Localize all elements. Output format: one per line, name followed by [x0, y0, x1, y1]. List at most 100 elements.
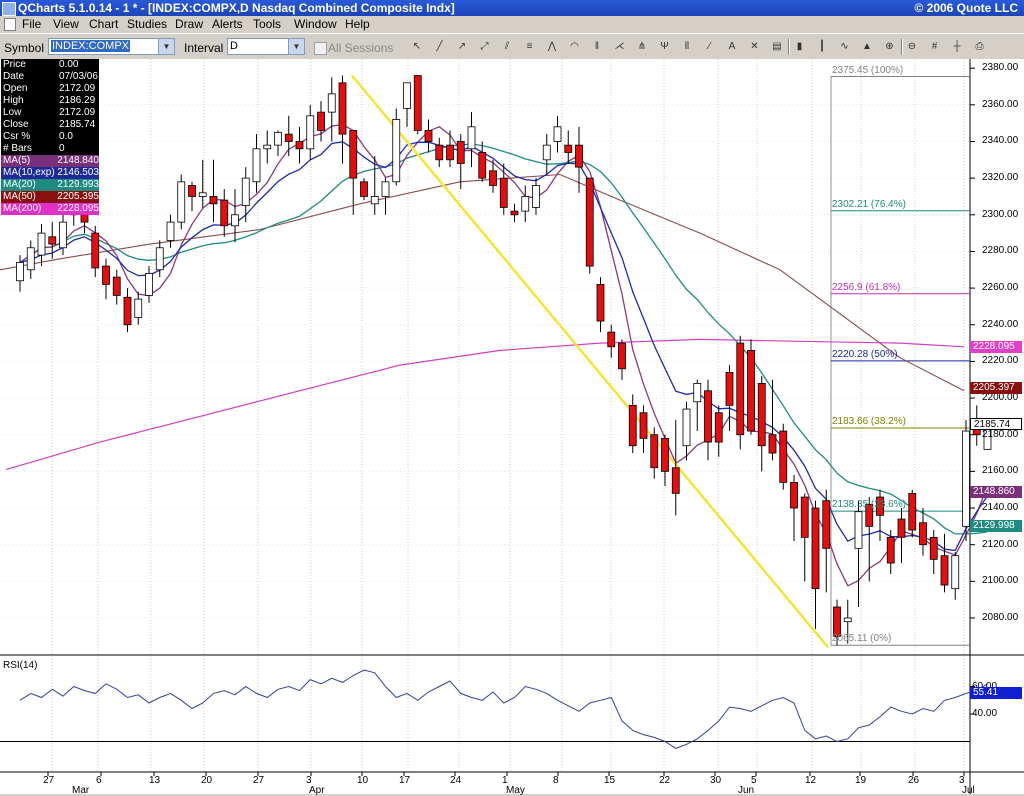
candle-body[interactable]: [671, 467, 680, 494]
fib-fan-icon[interactable]: ⋀: [547, 41, 557, 52]
candle-body[interactable]: [693, 383, 702, 403]
candle-body[interactable]: [747, 350, 755, 432]
candle-body[interactable]: [252, 148, 261, 183]
candle-body[interactable]: [392, 119, 401, 183]
candle-body[interactable]: [59, 221, 67, 249]
zoom-out-icon[interactable]: ⊖: [907, 41, 917, 52]
candle-icon[interactable]: ▮: [796, 41, 803, 52]
candle-body[interactable]: [435, 144, 444, 161]
menu-file[interactable]: File: [22, 17, 42, 31]
candle-body[interactable]: [564, 144, 573, 153]
regression-icon[interactable]: ∕: [708, 41, 711, 52]
candle-body[interactable]: [145, 273, 153, 296]
candle-body[interactable]: [381, 181, 390, 197]
candle-body[interactable]: [876, 496, 884, 516]
candle-body[interactable]: [134, 298, 143, 318]
fib-timezones-icon[interactable]: ‖: [594, 41, 600, 52]
candle-body[interactable]: [661, 437, 669, 472]
print-icon[interactable]: ⎙: [975, 41, 984, 52]
candle-body[interactable]: [413, 75, 422, 131]
candle-body[interactable]: [155, 247, 164, 271]
candle-body[interactable]: [370, 196, 379, 205]
candle-body[interactable]: [403, 82, 411, 109]
candle-body[interactable]: [682, 408, 691, 447]
extended-line-icon[interactable]: ⤢: [480, 41, 489, 52]
bar-icon[interactable]: ┃: [818, 41, 826, 52]
andrews-pitchfork-icon[interactable]: Ψ: [660, 41, 669, 52]
candle-body[interactable]: [854, 511, 863, 549]
candle-body[interactable]: [768, 434, 777, 454]
candle-body[interactable]: [800, 496, 809, 538]
candle-body[interactable]: [209, 196, 218, 205]
candle-body[interactable]: [510, 210, 519, 216]
candle-body[interactable]: [231, 214, 239, 227]
candle-body[interactable]: [650, 434, 659, 469]
menu-help[interactable]: Help: [345, 17, 370, 31]
candle-body[interactable]: [951, 555, 960, 590]
candle-body[interactable]: [112, 276, 121, 296]
candle-body[interactable]: [553, 126, 562, 142]
candle-body[interactable]: [489, 170, 497, 186]
candle-body[interactable]: [317, 111, 325, 131]
candle-body[interactable]: [962, 430, 970, 527]
candle-body[interactable]: [274, 131, 282, 146]
candle-body[interactable]: [284, 133, 293, 142]
candle-body[interactable]: [822, 500, 831, 549]
parallel-lines-icon[interactable]: ⫽: [504, 41, 510, 52]
candle-body[interactable]: [327, 93, 336, 113]
candle-body[interactable]: [532, 185, 540, 208]
candle-body[interactable]: [843, 617, 852, 623]
candle-body[interactable]: [456, 141, 465, 164]
candle-body[interactable]: [424, 130, 433, 142]
line-icon[interactable]: ╱: [436, 41, 443, 52]
menu-window[interactable]: Window: [294, 17, 337, 31]
interval-combo[interactable]: D ▼: [227, 38, 305, 55]
menu-view[interactable]: View: [53, 17, 79, 31]
candle-body[interactable]: [467, 126, 476, 150]
candle-body[interactable]: [919, 522, 927, 546]
candle-body[interactable]: [188, 185, 196, 197]
candle-body[interactable]: [360, 181, 368, 197]
symbol-value[interactable]: INDEX:COMPX: [51, 40, 131, 52]
candle-body[interactable]: [37, 232, 46, 256]
document-icon[interactable]: [4, 18, 16, 31]
chart-area[interactable]: Price 0.00 Date 07/03/06 Open 2172.09 High 2186…: [0, 59, 1024, 796]
zoom-in-icon[interactable]: ⊕: [885, 41, 894, 52]
candle-body[interactable]: [725, 372, 734, 406]
candle-body[interactable]: [198, 192, 207, 197]
candle-body[interactable]: [908, 492, 917, 531]
candle-body[interactable]: [102, 265, 110, 285]
candle-body[interactable]: [897, 518, 906, 538]
mountain-icon[interactable]: ▲: [862, 41, 872, 52]
candle-body[interactable]: [811, 507, 820, 590]
speed-lines-icon[interactable]: ⋔: [637, 41, 647, 52]
menu-studies[interactable]: Studies: [127, 17, 168, 31]
candle-body[interactable]: [757, 383, 766, 447]
candle-body[interactable]: [833, 606, 841, 637]
price-chart[interactable]: [0, 59, 1024, 794]
line-chart-icon[interactable]: ∿: [840, 41, 849, 52]
candle-body[interactable]: [446, 144, 454, 161]
candle-body[interactable]: [220, 199, 229, 227]
candle-body[interactable]: [714, 412, 723, 443]
candle-body[interactable]: [779, 430, 788, 483]
all-sessions-checkbox[interactable]: [314, 42, 327, 55]
candle-body[interactable]: [26, 247, 35, 271]
candle-body[interactable]: [241, 177, 250, 207]
candle-body[interactable]: [736, 342, 745, 436]
crosshair-icon[interactable]: ┼: [953, 41, 961, 52]
menu-tools[interactable]: Tools: [253, 17, 282, 31]
candle-body[interactable]: [123, 296, 132, 326]
properties-icon[interactable]: ▤: [772, 41, 782, 52]
candle-body[interactable]: [596, 284, 605, 322]
menu-alerts[interactable]: Alerts: [212, 17, 243, 31]
candle-body[interactable]: [865, 503, 874, 527]
candle-body[interactable]: [16, 262, 24, 282]
candle-body[interactable]: [607, 331, 616, 348]
candle-body[interactable]: [704, 390, 712, 443]
symbol-combo[interactable]: INDEX:COMPX ▼: [48, 38, 175, 55]
candle-body[interactable]: [940, 555, 949, 586]
candle-body[interactable]: [91, 232, 100, 269]
candle-body[interactable]: [499, 177, 508, 208]
candle-body[interactable]: [929, 536, 938, 560]
